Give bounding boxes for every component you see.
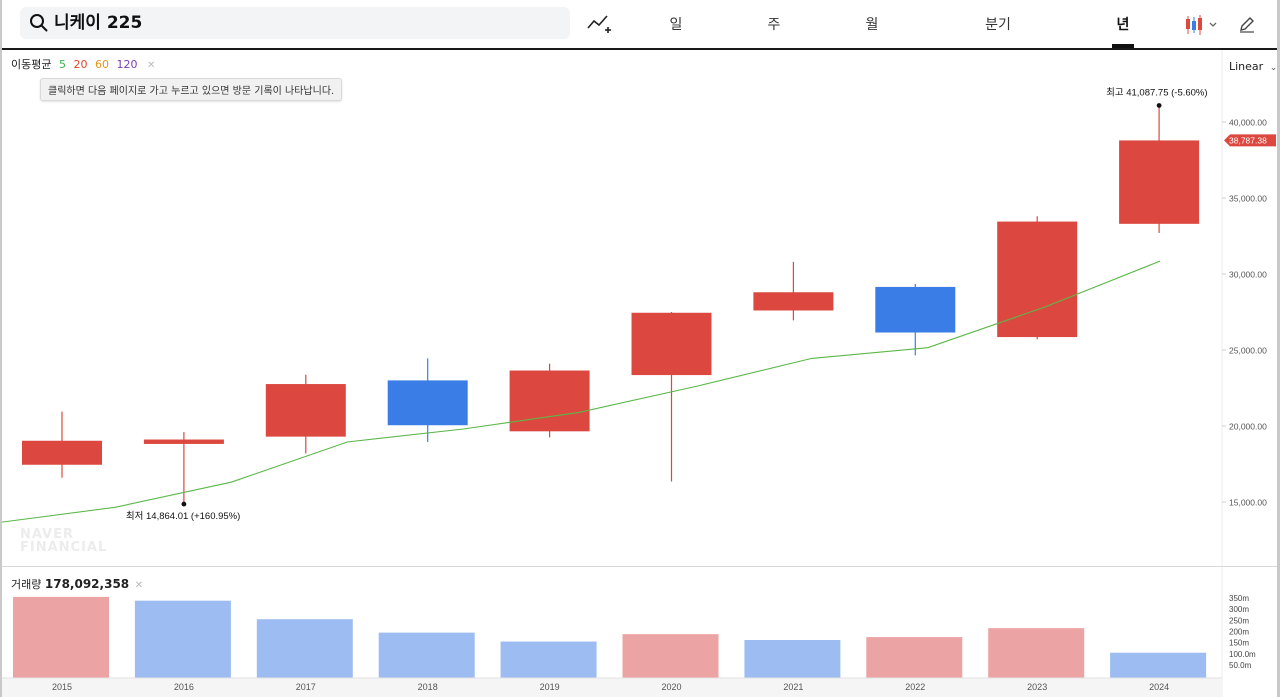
- search-input[interactable]: 니케이 225: [20, 7, 570, 39]
- volume-tick-label: 300m: [1229, 605, 1249, 614]
- y-tick-label: 40,000.00: [1229, 118, 1267, 128]
- tooltip: 클릭하면 다음 페이지로 가고 누르고 있으면 방문 기록이 나타납니다.: [40, 78, 343, 101]
- pencil-icon[interactable]: [1238, 15, 1256, 33]
- candle-body-2023[interactable]: [997, 221, 1078, 338]
- volume-tick-label: 50.0m: [1229, 661, 1252, 670]
- volume-tick-label: 200m: [1229, 628, 1249, 637]
- moving-average-line: [0, 260, 1161, 523]
- volume-legend: 거래량 178,092,358 ✕: [11, 576, 143, 592]
- x-axis-band: [0, 678, 1222, 697]
- volume-bar-2024[interactable]: [1110, 652, 1207, 678]
- pane-divider: [0, 566, 1280, 567]
- x-tick-label: 2023: [1027, 682, 1047, 692]
- header-divider: [0, 48, 1280, 50]
- current-price-label: 38,787.38: [1229, 135, 1267, 145]
- tab-month[interactable]: 월: [865, 17, 879, 33]
- candle-body-2020[interactable]: [631, 312, 712, 376]
- ma-period-20: 20: [73, 58, 88, 71]
- volume-legend-value: 178,092,358: [44, 577, 130, 591]
- candle-body-2015[interactable]: [22, 440, 102, 465]
- volume-bar-2019[interactable]: [500, 641, 597, 678]
- low-marker: [181, 501, 187, 507]
- window-edge-left: [0, 0, 2, 697]
- volume-bar-2016[interactable]: [134, 600, 231, 678]
- volume-bar-2018[interactable]: [378, 632, 475, 678]
- volume-bar-2021[interactable]: [744, 639, 841, 678]
- volume-bar-2020[interactable]: [622, 634, 719, 678]
- x-tick-label: 2019: [540, 682, 560, 692]
- ma-period-5: 5: [58, 58, 66, 71]
- x-tick-label: 2022: [905, 682, 925, 692]
- candle-body-2024[interactable]: [1119, 140, 1200, 224]
- tab-day[interactable]: 일: [669, 17, 683, 33]
- ma-legend-label: 이동평균: [11, 58, 52, 71]
- x-tick-label: 2016: [174, 682, 194, 692]
- close-icon[interactable]: ✕: [146, 60, 156, 71]
- y-tick-label: 30,000.00: [1229, 270, 1267, 280]
- high-annotation: 최고 41,087.75 (-5.60%): [1106, 87, 1207, 98]
- search-icon: [30, 14, 48, 32]
- candle-body-2022[interactable]: [875, 286, 956, 333]
- x-tick-label: 2015: [52, 682, 72, 692]
- y-tick-label: 15,000.00: [1229, 498, 1267, 508]
- x-tick-label: 2018: [418, 682, 438, 692]
- window-edge-right: [1277, 0, 1280, 697]
- moving-average-legend: 이동평균 5 20 60 120 ✕: [11, 56, 159, 72]
- y-tick-label: 20,000.00: [1229, 422, 1267, 432]
- tab-week[interactable]: 주: [767, 17, 781, 33]
- y-tick-label: 35,000.00: [1229, 194, 1267, 204]
- search-value: 니케이 225: [54, 13, 143, 33]
- volume-bar-2022[interactable]: [866, 637, 963, 678]
- active-tab-indicator: [1112, 44, 1134, 48]
- high-marker: [1156, 103, 1162, 108]
- candle-body-2021[interactable]: [753, 292, 834, 311]
- watermark-line-2: FINANCIAL: [20, 540, 108, 555]
- volume-legend-label: 거래량: [11, 578, 42, 591]
- volume-tick-label: 150m: [1229, 639, 1249, 648]
- volume-tick-label: 350m: [1229, 594, 1249, 603]
- volume-bar-2017[interactable]: [256, 619, 353, 678]
- watermark-logo: NAVER FINANCIAL: [20, 528, 107, 554]
- volume-bar-2015[interactable]: [13, 596, 109, 678]
- candle-body-2018[interactable]: [387, 380, 468, 426]
- x-tick-label: 2017: [296, 682, 316, 692]
- current-price-tag: [1224, 134, 1276, 147]
- x-tick-label: 2024: [1149, 682, 1169, 692]
- candlestick-type-icon[interactable]: [1184, 14, 1220, 36]
- ma-period-120: 120: [116, 58, 138, 71]
- volume-tick-label: 250m: [1229, 616, 1249, 625]
- candle-body-2016[interactable]: [143, 439, 224, 444]
- tab-quarter[interactable]: 분기: [985, 17, 1011, 33]
- low-annotation: 최저 14,864.01 (+160.95%): [126, 511, 240, 522]
- candle-body-2019[interactable]: [509, 370, 590, 432]
- tab-year[interactable]: 년: [1116, 17, 1130, 33]
- volume-bar-2023[interactable]: [988, 628, 1085, 678]
- scale-label: Linear: [1229, 60, 1264, 73]
- ma-period-60: 60: [94, 58, 109, 71]
- volume-tick-label: 100.0m: [1229, 650, 1256, 659]
- close-icon[interactable]: ✕: [134, 580, 144, 591]
- scale-dropdown[interactable]: Linear ⌄: [1229, 60, 1277, 73]
- chevron-down-icon: ⌄: [1269, 63, 1278, 73]
- x-tick-label: 2020: [661, 682, 681, 692]
- watermark-line-1: NAVER: [20, 527, 75, 542]
- candle-body-2017[interactable]: [265, 384, 346, 437]
- add-indicator-icon[interactable]: [586, 12, 612, 36]
- x-tick-label: 2021: [783, 682, 803, 692]
- y-tick-label: 25,000.00: [1229, 346, 1267, 356]
